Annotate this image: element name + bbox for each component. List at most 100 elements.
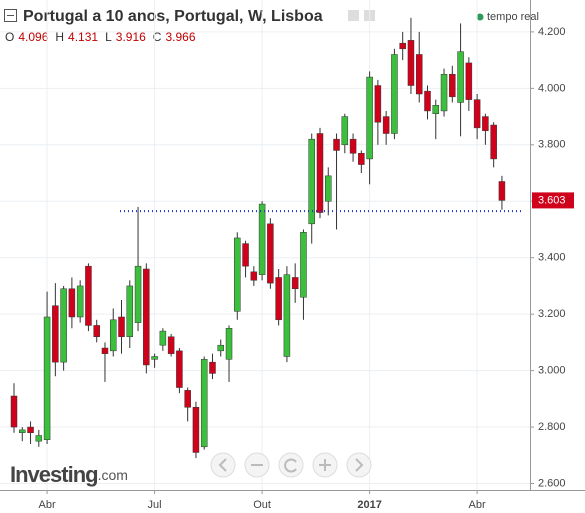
candle-body [200, 359, 208, 448]
scroll-left-button[interactable] [210, 452, 236, 478]
last-price-label: 3.603 [538, 194, 566, 206]
icon [319, 459, 331, 471]
icon [284, 458, 297, 473]
x-tick-label: Jul [148, 499, 162, 511]
y-tick-label: 3.800 [538, 139, 566, 151]
candle-body [407, 40, 415, 86]
candle-body [258, 203, 266, 275]
ohlc-key: O [5, 30, 14, 44]
chart-title: Portugal a 10 anos, Portugal, W, Lisboa [23, 8, 323, 25]
ohlc-header: O 4.096 H 4.131 L 3.916 C 3.966 [5, 30, 196, 44]
candle-body [415, 54, 423, 95]
reset-button[interactable] [278, 452, 304, 478]
candle-body [35, 435, 43, 442]
x-tick-label: Out [253, 499, 271, 511]
y-tick-label: 4.000 [538, 82, 566, 94]
candle-body [267, 223, 274, 284]
candle-body [60, 288, 67, 363]
nav-buttons [210, 452, 372, 478]
icon [218, 458, 227, 472]
x-tick-label: 2017 [357, 499, 381, 511]
realtime-dot [476, 13, 484, 21]
candle-body [440, 73, 448, 112]
candle-body [316, 133, 324, 213]
candle-body [143, 268, 150, 366]
candle-body [52, 305, 59, 363]
candle-body [85, 265, 92, 326]
candle-body [473, 99, 481, 129]
candle-body [465, 62, 473, 100]
ohlc-key: H [55, 30, 64, 44]
realtime-label: tempo real [487, 11, 539, 23]
candle-body [151, 356, 158, 360]
plot-area [0, 0, 530, 490]
candle-body [424, 90, 431, 112]
candle-body [126, 285, 134, 337]
candle-body [250, 271, 258, 281]
logo: Investing.com [10, 462, 128, 487]
y-tick-label: 3.000 [538, 365, 566, 377]
candle-body [399, 42, 406, 50]
candle-body [432, 105, 440, 114]
snapshot-icon[interactable] [348, 10, 359, 21]
ohlc-value: 4.131 [68, 30, 98, 44]
ohlc-key: L [105, 30, 112, 44]
ohlc-value: 3.966 [165, 30, 195, 44]
candle-body [333, 138, 340, 151]
logo-suffix: .com [98, 467, 128, 483]
candle-body [167, 336, 175, 354]
candle-body [176, 350, 183, 388]
logo-text: Investing [10, 462, 98, 487]
candle-body [325, 175, 332, 202]
candle-body [118, 316, 125, 337]
candle-body [19, 429, 26, 433]
candle-body [27, 426, 34, 433]
candle-body [10, 395, 18, 428]
ohlc-value: 4.096 [18, 30, 48, 44]
candle-body [93, 325, 100, 337]
candle-body [134, 265, 142, 323]
candle-body [490, 124, 497, 160]
candle-body [76, 285, 84, 318]
candle-body [159, 330, 167, 346]
candle-body [184, 390, 191, 408]
candle-body [283, 274, 291, 357]
candle-body [498, 181, 506, 201]
candle-body [457, 51, 464, 103]
candle-body [382, 116, 390, 134]
candle-body [291, 277, 299, 290]
candle-body [43, 316, 51, 441]
candle-body [308, 138, 315, 225]
candle-body [209, 361, 216, 374]
candle-body [391, 54, 398, 134]
candle-body [374, 85, 382, 123]
last-price-box [532, 192, 574, 209]
candle-body [225, 328, 233, 360]
y-tick-label: 3.400 [538, 252, 566, 264]
ohlc-key: C [153, 30, 162, 44]
x-tick-label: Abr [469, 499, 486, 511]
y-tick-label: 2.600 [538, 477, 566, 489]
candle-body [449, 73, 456, 98]
icon [355, 458, 364, 472]
candle-body [275, 277, 282, 321]
ohlc-value: 3.916 [116, 30, 146, 44]
candle-body [217, 344, 224, 352]
x-tick-label: Abr [39, 499, 56, 511]
candle-body [234, 237, 241, 312]
y-tick-label: 4.200 [538, 26, 566, 38]
candle-body [366, 76, 373, 160]
candle-body [341, 116, 349, 146]
y-tick-label: 3.200 [538, 308, 566, 320]
candle-body [192, 407, 200, 453]
scroll-right-button[interactable] [346, 452, 372, 478]
y-tick-label: 2.800 [538, 421, 566, 433]
candle-body [242, 243, 249, 267]
candle-body [101, 347, 109, 354]
candle-body [482, 116, 489, 131]
candle-body [300, 232, 307, 298]
candle-body [358, 153, 365, 165]
candle-body [68, 288, 76, 318]
